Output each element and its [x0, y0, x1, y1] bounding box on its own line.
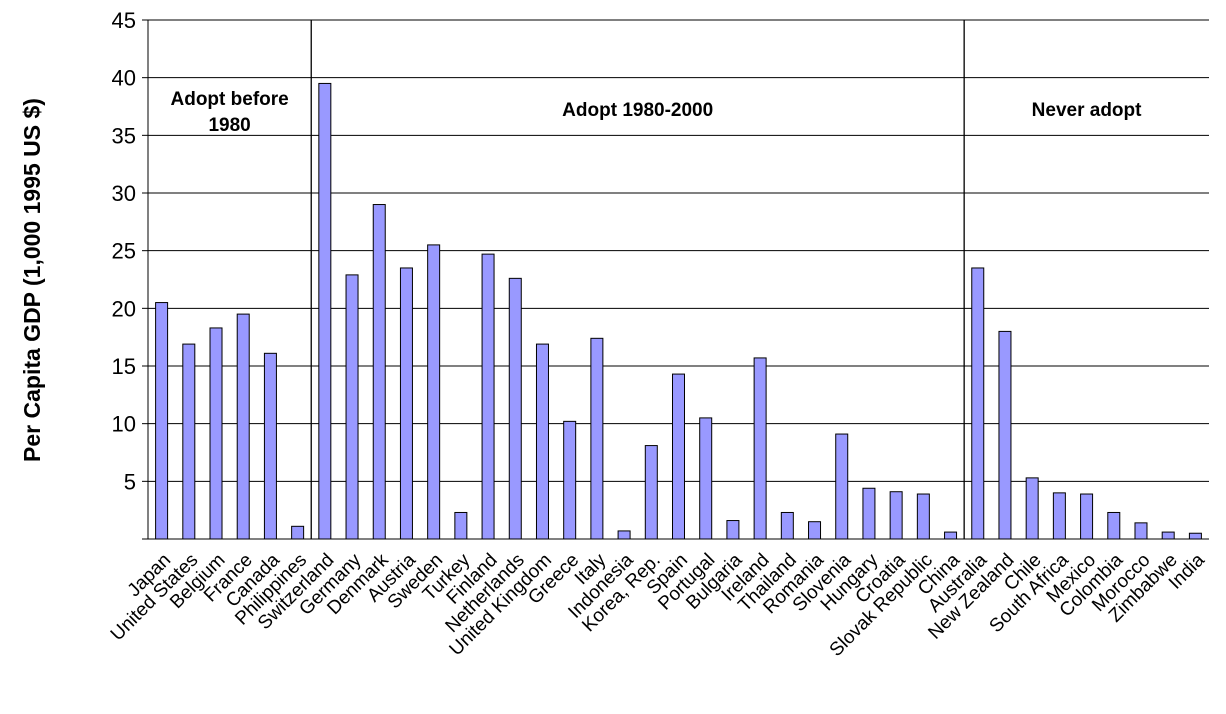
y-tick-label: 45	[112, 8, 136, 33]
bar	[535, 343, 549, 540]
group-label: 1980	[208, 115, 250, 136]
group-labels: Adopt before 1980 Adopt 1980-2000 Never ado…	[171, 89, 1143, 136]
bar	[944, 531, 958, 540]
bar	[916, 493, 930, 540]
bar	[753, 357, 767, 540]
bar	[699, 417, 713, 540]
y-tick-label: 20	[112, 296, 136, 321]
axes	[142, 19, 1209, 540]
bar	[263, 352, 277, 540]
bar	[155, 302, 169, 540]
bar	[1161, 531, 1175, 540]
y-tick-label: 40	[112, 66, 136, 91]
y-tick-label: 15	[112, 354, 136, 379]
group-label: Adopt before	[171, 89, 289, 110]
bar	[345, 274, 359, 540]
y-tick-labels: 5 10 15 20 25 30 35 40 45	[112, 8, 136, 494]
bar	[563, 420, 577, 540]
bar	[481, 253, 495, 540]
y-axis-title: Per Capita GDP (1,000 1995 US $)	[19, 98, 45, 462]
bar	[291, 525, 305, 540]
bar	[971, 267, 985, 540]
bar	[889, 491, 903, 540]
bar	[1188, 532, 1202, 540]
group-dividers	[310, 20, 965, 539]
group-label: Never adopt	[1032, 100, 1142, 121]
group-label: Adopt 1980-2000	[562, 100, 713, 121]
bar	[454, 511, 468, 540]
bar	[427, 244, 441, 540]
y-tick-label: 10	[112, 412, 136, 437]
bar	[1107, 511, 1121, 540]
bar	[590, 337, 604, 540]
bar	[835, 433, 849, 540]
bar	[617, 530, 631, 540]
bar	[808, 521, 822, 540]
bar	[780, 511, 794, 540]
bar	[644, 445, 658, 540]
y-tick-label: 30	[112, 181, 136, 206]
bars	[155, 82, 1202, 540]
bar	[318, 82, 332, 540]
bar	[1025, 477, 1039, 540]
bar	[1080, 493, 1094, 540]
bar	[399, 267, 413, 540]
bar	[726, 520, 740, 540]
bar	[1052, 492, 1066, 540]
bar	[236, 313, 250, 540]
bar	[862, 487, 876, 540]
bar	[209, 327, 223, 540]
bar	[1134, 522, 1148, 540]
bar	[998, 330, 1012, 540]
bar	[372, 204, 386, 540]
y-tick-label: 25	[112, 239, 136, 264]
bar	[672, 373, 685, 540]
bar	[508, 277, 522, 540]
y-tick-label: 5	[124, 469, 136, 494]
bar	[182, 343, 196, 540]
y-tick-label: 35	[112, 123, 136, 148]
